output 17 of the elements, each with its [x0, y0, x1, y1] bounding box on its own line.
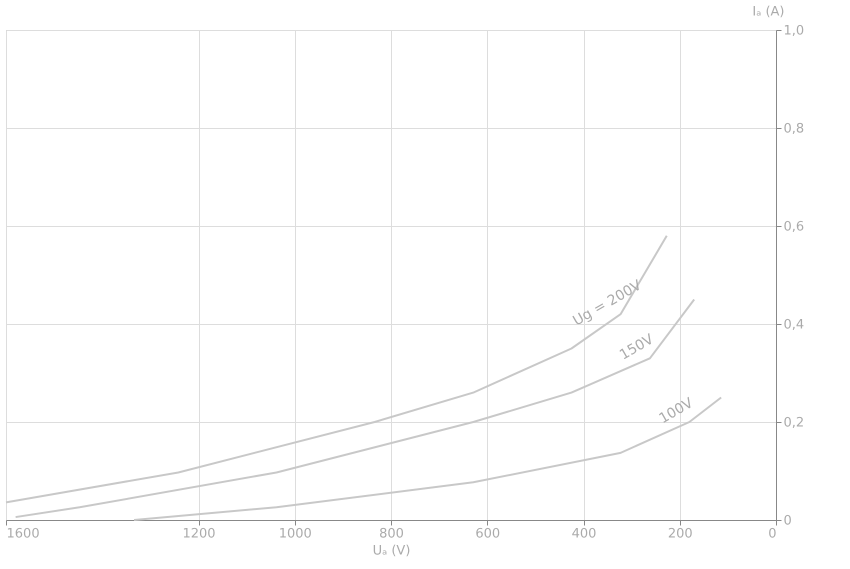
y-tick-label: 0,6: [784, 220, 804, 234]
x-tick-label: 1600: [6, 526, 40, 542]
x-tick-label: 1200: [182, 526, 216, 542]
x-tick-label: 400: [572, 526, 596, 542]
x-axis-title: Uₐ (V): [372, 544, 410, 558]
y-tick-label: 0: [784, 514, 792, 528]
x-tick-label: 0: [768, 526, 776, 542]
y-axis-title: Iₐ (A): [752, 4, 784, 20]
line-series: [133, 396, 722, 521]
x-tick-label: 800: [379, 526, 404, 542]
y-tick-label: 1,0: [784, 24, 804, 38]
x-tick-label: 600: [475, 526, 500, 542]
y-tick-label: 0,4: [784, 318, 804, 332]
y-tick-label: 0,8: [784, 122, 804, 136]
y-tick-label: 0,2: [784, 416, 804, 430]
x-tick-label: 1000: [278, 526, 312, 542]
x-tick-label: 200: [668, 526, 693, 542]
